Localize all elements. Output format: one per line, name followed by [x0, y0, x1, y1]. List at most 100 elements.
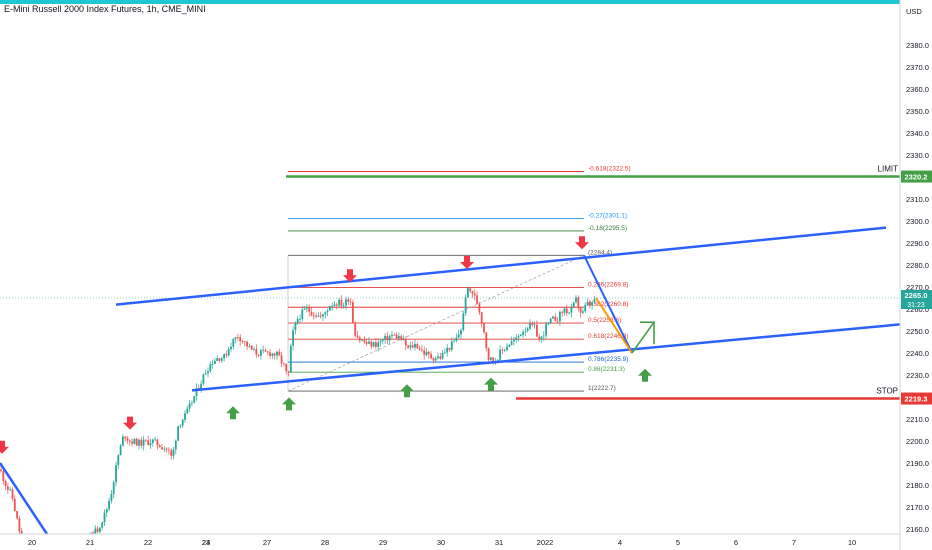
y-tick-label: 2190.0: [906, 459, 929, 468]
candle-body: [499, 349, 501, 360]
candle-body: [572, 302, 575, 308]
candle-body: [216, 358, 219, 361]
last-price-tag: 2265.0: [905, 291, 928, 300]
fib-level-label: 0.786(2235.9): [588, 356, 628, 363]
projection-up-line: [631, 321, 655, 354]
candle-body: [448, 347, 451, 350]
candle-body: [370, 341, 373, 347]
projection-orange-line: [595, 297, 633, 354]
y-tick-label: 2270.0: [906, 283, 929, 292]
candle-body: [538, 336, 541, 340]
time-axis-bg: [0, 534, 900, 550]
projection-arrowhead: [640, 321, 655, 345]
candle-body: [326, 310, 329, 313]
candle-body: [133, 439, 136, 444]
candle-body: [356, 335, 359, 338]
candle-body: [570, 307, 573, 313]
fib-level-label: 0.236(2269.8): [588, 281, 628, 288]
candle-body: [292, 329, 294, 346]
candle-body: [301, 309, 304, 319]
candle-body: [103, 512, 106, 523]
price-axis-bg: [900, 0, 932, 550]
candle-body: [172, 449, 175, 456]
candle-body: [287, 371, 290, 373]
candle-body: [446, 347, 449, 353]
candle-body: [156, 439, 159, 446]
candle-body: [565, 308, 568, 314]
candle-body: [315, 315, 317, 317]
candle-body: [414, 343, 416, 348]
candle-body: [536, 324, 538, 337]
candle-body: [347, 299, 350, 302]
candle-body: [131, 441, 133, 444]
candle-body: [467, 288, 469, 298]
candle-body: [593, 299, 596, 303]
candle-body: [303, 308, 306, 310]
candle-body: [246, 341, 248, 347]
candle-body: [393, 334, 396, 336]
candle-body: [554, 316, 557, 322]
candle-body: [503, 350, 506, 351]
up-arrow-icon: [400, 384, 414, 398]
candle-body: [524, 331, 527, 332]
fibonacci-layer: -0.618(2322.5) -0.27(2301.1) -0.18(2295.5)…: [287, 166, 631, 392]
candle-body: [269, 352, 271, 356]
level-label-limit: LIMIT: [878, 165, 899, 174]
down-arrow-icon: [123, 416, 137, 430]
candle-body: [306, 307, 308, 309]
candle-body: [7, 486, 9, 490]
candle-body: [490, 357, 492, 360]
candle-body: [186, 408, 189, 414]
candle-body: [257, 354, 260, 356]
candle-body: [517, 336, 520, 338]
up-arrow-icon: [638, 368, 652, 382]
candle-body: [0, 469, 2, 472]
channel-upper-line: [115, 226, 887, 306]
candle-body: [211, 363, 214, 365]
candle-body: [345, 299, 347, 306]
x-tick-label: 10: [848, 538, 856, 547]
candle-body: [319, 315, 322, 317]
candle-body: [404, 339, 407, 346]
candle-body: [230, 346, 232, 350]
candle-body: [441, 352, 444, 359]
candle-body: [248, 345, 251, 347]
candle-countdown: 31:23: [907, 302, 925, 309]
candle-body: [276, 351, 278, 356]
candle-body: [200, 383, 202, 390]
candle-body: [444, 352, 446, 354]
candle-body: [262, 349, 265, 351]
candle-body: [322, 314, 324, 317]
candle-body: [149, 443, 152, 445]
candle-body: [299, 318, 301, 320]
candle-body: [549, 318, 552, 323]
candle-body: [584, 304, 587, 312]
candle-body: [577, 297, 580, 308]
fib-trend-line: [287, 255, 585, 392]
candle-body: [271, 353, 274, 356]
candle-body: [575, 297, 577, 303]
level-tag-bg-stop: [901, 392, 932, 405]
candle-body: [531, 323, 534, 325]
x-tick-label: 27: [263, 538, 271, 547]
channel-left-line: [0, 462, 50, 537]
candle-body: [483, 323, 485, 333]
channel-lower-line: [191, 323, 901, 392]
x-tick-label: 2022: [537, 538, 554, 547]
candle-body: [552, 316, 554, 319]
candle-body: [513, 340, 515, 342]
candle-body: [191, 402, 193, 404]
candle-body: [225, 354, 228, 356]
y-tick-label: 2240.0: [906, 349, 929, 358]
candle-body: [280, 355, 283, 364]
y-tick-label: 2210.0: [906, 415, 929, 424]
candle-body: [119, 445, 122, 456]
candle-body: [310, 311, 313, 316]
drawings-layer: LIMIT STOP: [0, 165, 901, 537]
candle-body: [430, 354, 432, 359]
candle-body: [368, 341, 370, 344]
y-tick-label: 2230.0: [906, 371, 929, 380]
candle-body: [533, 324, 536, 326]
